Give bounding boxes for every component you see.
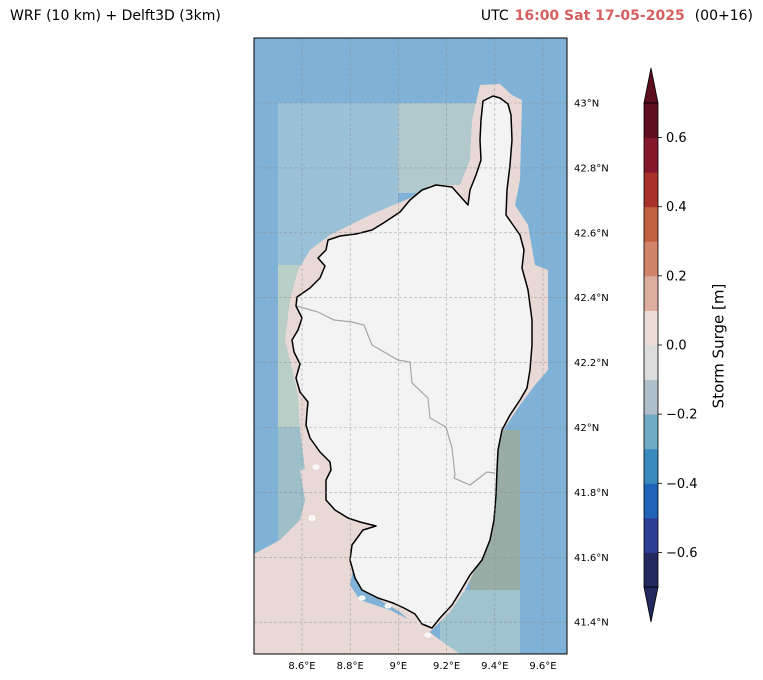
lat-tick-label: 42°N — [574, 423, 599, 434]
colorbar-segment — [644, 379, 658, 415]
colorbar-tick-label: 0.0 — [666, 339, 687, 354]
longitude-ticks: 8.6°E 8.8°E 9°E 9.2°E 9.4°E 9.6°E — [288, 661, 556, 672]
colorbar-segment — [644, 310, 658, 346]
lon-tick-label: 9.2°E — [433, 661, 460, 672]
colorbar-segment — [644, 345, 658, 381]
colorbar-extend-max — [643, 67, 659, 104]
colorbar-segment — [644, 206, 658, 242]
lat-tick-label: 41.6°N — [574, 553, 609, 564]
department-border — [296, 305, 496, 486]
lon-tick-label: 8.6°E — [288, 661, 315, 672]
colorbar-segment — [644, 552, 658, 588]
utc-label: UTC — [480, 8, 509, 24]
lon-tick-label: 9°E — [390, 661, 408, 672]
lon-tick-label: 9.6°E — [529, 661, 556, 672]
lon-tick-label: 9.4°E — [481, 661, 508, 672]
colorbar-segment — [644, 275, 658, 311]
colorbar-tick-label: 0.2 — [666, 269, 687, 284]
colorbar-segment — [644, 137, 658, 173]
lat-tick-label: 42.2°N — [574, 358, 609, 369]
lat-tick-label: 42.8°N — [574, 163, 609, 174]
forecast-timestamp: 16:00 Sat 17-05-2025 — [514, 8, 685, 24]
colorbar-extend-min — [643, 586, 659, 623]
colorbar-segment — [644, 517, 658, 553]
colorbar: 0.6 0.4 0.2 0.0 −0.2 −0.4 −0.6 — [643, 67, 698, 623]
forecast-lead-time: (00+16) — [694, 8, 753, 24]
lat-tick-label: 41.4°N — [574, 618, 609, 629]
colorbar-segment — [644, 241, 658, 277]
colorbar-tick-label: −0.6 — [666, 546, 698, 561]
map-title-right: UTC 16:00 Sat 17-05-2025 (00+16) — [481, 8, 753, 24]
lon-tick-label: 8.8°E — [337, 661, 364, 672]
lat-tick-label: 43°N — [574, 99, 599, 110]
colorbar-segment — [644, 414, 658, 450]
colorbar-tick-label: −0.4 — [666, 477, 698, 492]
colorbar-segment — [644, 172, 658, 208]
lat-tick-label: 41.8°N — [574, 488, 609, 499]
colorbar-tick-label: 0.4 — [666, 200, 687, 215]
map-gridlines — [254, 38, 567, 654]
corsica-land — [291, 95, 533, 629]
colorbar-label: Storm Surge [m] — [710, 284, 728, 409]
colorbar-segment — [644, 448, 658, 484]
colorbar-tick-label: −0.2 — [666, 408, 698, 423]
colorbar-segment — [644, 483, 658, 519]
colorbar-tick-label: 0.6 — [666, 131, 687, 146]
map-panel — [254, 38, 567, 654]
colorbar-segment — [644, 103, 658, 139]
map-frame — [253, 37, 568, 655]
map-title-left: WRF (10 km) + Delft3D (3km) — [10, 8, 221, 24]
lat-tick-label: 42.4°N — [574, 293, 609, 304]
lat-tick-label: 42.6°N — [574, 228, 609, 239]
latitude-ticks: 43°N 42.8°N 42.6°N 42.4°N 42.2°N 42°N 41.8°N 41… — [574, 99, 609, 629]
